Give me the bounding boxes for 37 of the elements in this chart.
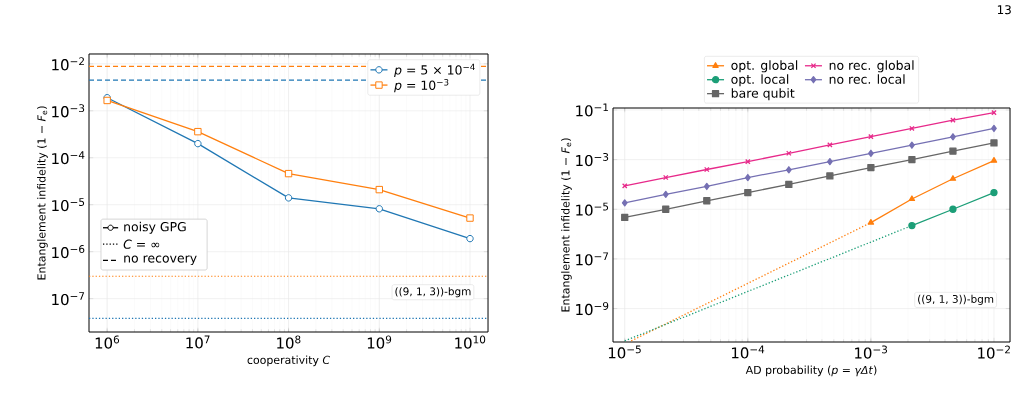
x-tick-label: 10$^{−5}$ — [608, 345, 641, 359]
annotation: noisy GPG — [124, 221, 186, 234]
y-tick-label: 10$^{−5}$ — [576, 202, 609, 216]
annotation: ((9, 1, 3))-bgm — [918, 294, 994, 305]
y-tick-label: 10$^{−6}$ — [52, 245, 85, 259]
legend-label: bare qubit — [731, 88, 795, 101]
y-tick-label: 10$^{−2}$ — [52, 57, 84, 71]
x-tick-label: 10$^{6}$ — [95, 335, 120, 349]
y-tick-label: 10$^{−4}$ — [52, 151, 85, 165]
x-axis-title: cooperativity C — [247, 355, 331, 367]
text: 13 — [997, 5, 1011, 15]
y-tick-label: 10$^{−7}$ — [52, 292, 85, 306]
x-tick-label: 10$^{−3}$ — [855, 345, 888, 359]
y-tick-label: 10$^{−3}$ — [576, 153, 609, 167]
x-tick-label: 10$^{7}$ — [186, 335, 210, 349]
x-tick-label: 10$^{−2}$ — [978, 345, 1010, 359]
annotation: no recovery — [124, 255, 197, 266]
y-tick-label: 10$^{−9}$ — [576, 301, 609, 316]
x-tick-label: 10$^{−4}$ — [731, 345, 765, 359]
legend-label: no rec. local — [829, 74, 905, 84]
legend-label: no rec. global — [829, 60, 914, 73]
y-axis-title: Entanglement infidelity (1 − F$_{e}$) — [37, 106, 48, 280]
legend-label: p = 5 × 10$^{−4}$ — [394, 63, 475, 78]
y-tick-label: 10$^{−3}$ — [52, 104, 85, 118]
y-tick-label: 10$^{−1}$ — [576, 103, 609, 117]
x-tick-label: 10$^{10}$ — [455, 335, 486, 349]
annotation: C = ∞ — [123, 239, 160, 249]
legend-label: opt. global — [731, 60, 798, 73]
x-axis-title: AD probability (p = γΔt) — [745, 365, 877, 377]
y-tick-label: 10$^{−5}$ — [52, 198, 85, 212]
x-tick-label: 10$^{8}$ — [277, 335, 301, 349]
x-tick-label: 10$^{9}$ — [367, 335, 392, 349]
legend-label: p = 10$^{−3}$ — [394, 78, 449, 93]
y-axis-title: Entanglement infidelity (1 − F$_{e}$) — [561, 138, 572, 312]
annotation: ((9, 1, 3))-bgm — [395, 287, 471, 298]
legend-label: opt. local — [731, 74, 789, 87]
y-tick-label: 10$^{−7}$ — [576, 252, 609, 266]
